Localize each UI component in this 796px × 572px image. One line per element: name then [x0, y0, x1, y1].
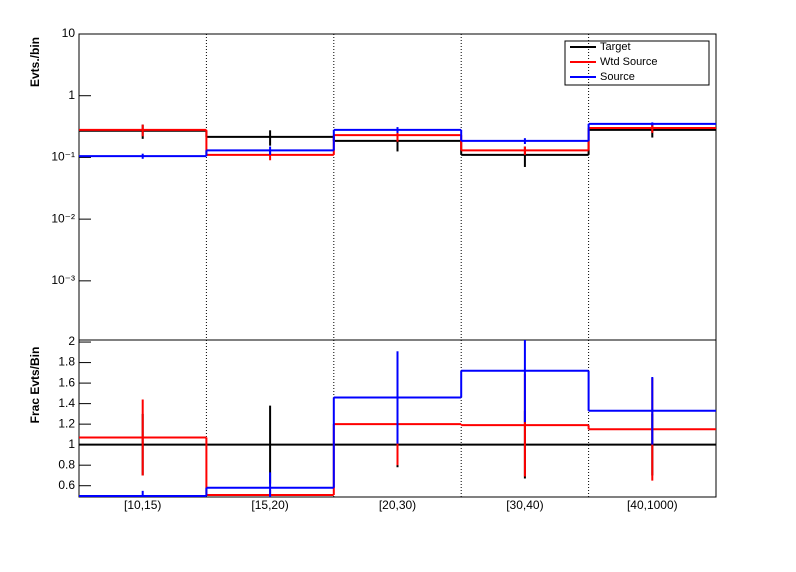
x-tick-label: [20,30) — [379, 498, 416, 512]
y-tick-label: 1 — [68, 437, 75, 451]
y-tick-label: 10⁻³ — [51, 273, 75, 287]
x-tick-label: [30,40) — [506, 498, 543, 512]
y-tick-label: 0.8 — [58, 457, 75, 471]
y-tick-label: 2 — [68, 334, 75, 348]
legend-label: Source — [600, 71, 635, 83]
y-tick-label: 10 — [62, 26, 76, 40]
y-tick-label: 0.6 — [58, 478, 75, 492]
y-axis-title: Frac Evts/Bin — [28, 347, 42, 424]
x-tick-label: [15,20) — [251, 498, 288, 512]
legend-label: Target — [600, 41, 631, 53]
legend-label: Wtd Source — [600, 56, 657, 68]
y-tick-label: 1.6 — [58, 375, 75, 389]
y-tick-label: 1.2 — [58, 416, 75, 430]
y-tick-label: 1.8 — [58, 355, 75, 369]
y-tick-label: 1 — [68, 88, 75, 102]
y-tick-label: 1.4 — [58, 396, 75, 410]
y-tick-label: 10⁻² — [51, 211, 75, 225]
y-tick-label: 10⁻¹ — [51, 150, 75, 164]
x-tick-label: [10,15) — [124, 498, 161, 512]
x-tick-label: [40,1000) — [627, 498, 678, 512]
bottom-frame — [78, 339, 717, 498]
y-axis-title: Evts./bin — [28, 37, 42, 87]
